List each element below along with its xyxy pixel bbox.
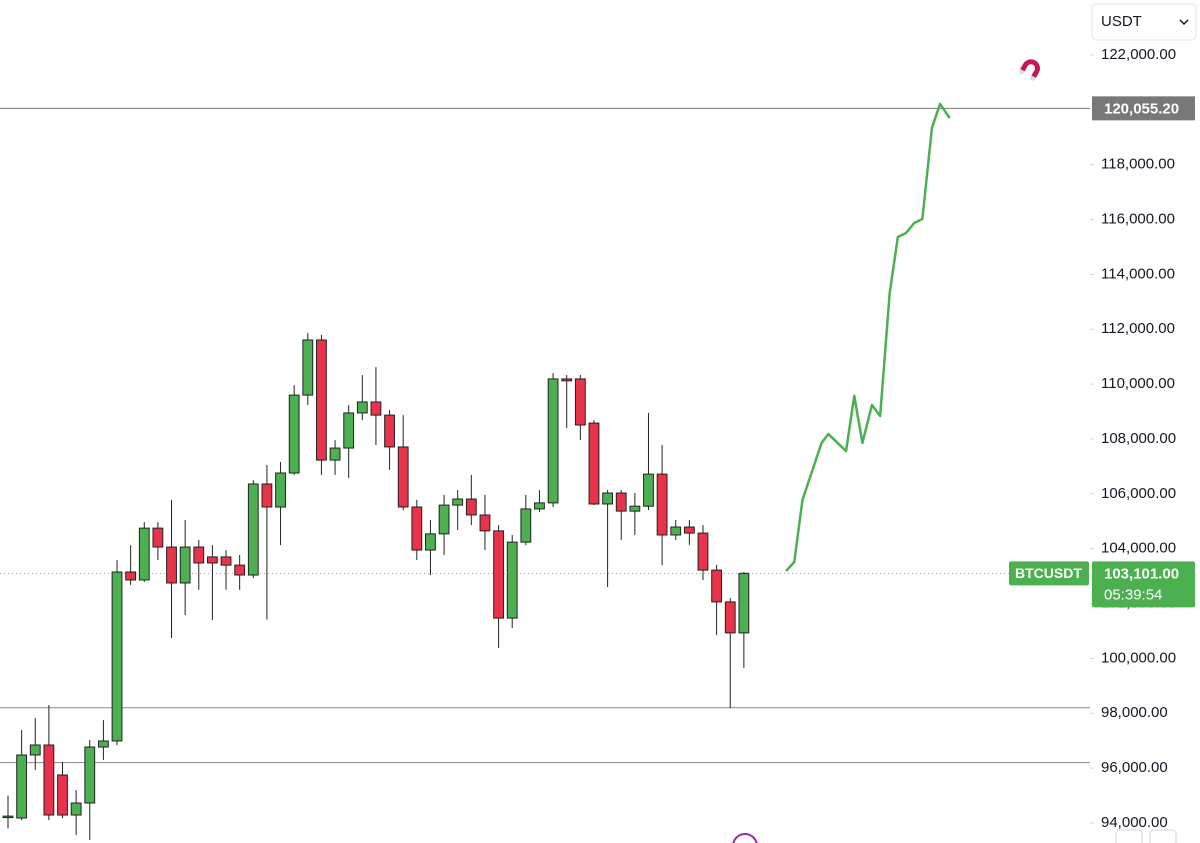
- y-tick-label: 116,000.00: [1101, 211, 1175, 228]
- candle-body: [561, 378, 573, 382]
- candle-body: [356, 401, 368, 414]
- candle-body: [493, 530, 504, 619]
- candle-body: [465, 498, 477, 516]
- currency-select-box[interactable]: [1091, 3, 1197, 41]
- candle-body: [193, 546, 205, 564]
- candle-body: [506, 541, 518, 619]
- candle-body: [520, 508, 532, 543]
- y-tick-label: 110,000.00: [1101, 375, 1175, 392]
- candle-body: [697, 532, 709, 571]
- price-line-box: [1092, 96, 1195, 121]
- axis-button[interactable]: [1149, 829, 1177, 843]
- candle-body: [16, 754, 28, 819]
- candle-body: [629, 505, 641, 512]
- candle-body: [234, 564, 246, 576]
- symbol-label: BTCUSDT: [1015, 565, 1082, 581]
- candle-body: [534, 502, 545, 510]
- candle-body: [602, 492, 614, 505]
- currency-label[interactable]: USDT: [1101, 13, 1142, 30]
- candle-body: [588, 422, 600, 505]
- candle-body: [2, 815, 14, 819]
- candle-body: [302, 339, 314, 396]
- symbol-box: [1009, 561, 1089, 586]
- y-tick-label: 114,000.00: [1101, 265, 1175, 282]
- candle-body: [411, 506, 423, 551]
- y-tick-label: 100,000.00: [1101, 649, 1176, 666]
- magnet-tip[interactable]: [1029, 75, 1036, 82]
- candle-body: [166, 546, 177, 584]
- candle-body: [384, 414, 395, 448]
- candle-body: [261, 483, 273, 508]
- candle-body: [57, 774, 68, 816]
- y-tick-label: 106,000.00: [1101, 485, 1176, 502]
- candle-body: [275, 472, 286, 508]
- candle-body: [397, 446, 409, 508]
- candle-body: [547, 378, 559, 504]
- plot-area: [0, 102, 1090, 840]
- last-price-label: 103,101.00: [1104, 565, 1179, 582]
- candle-body: [125, 571, 137, 581]
- y-tick-label: 98,000.00: [1101, 704, 1168, 721]
- candle-body: [70, 802, 82, 816]
- axis-button[interactable]: [1115, 829, 1143, 843]
- candle-body: [738, 572, 750, 634]
- last-price-box: [1092, 561, 1195, 608]
- candle-body: [425, 533, 436, 551]
- candle-body: [656, 473, 668, 536]
- candle-body: [615, 492, 627, 512]
- candle-body: [111, 571, 123, 742]
- y-tick-label: 104,000.00: [1101, 540, 1176, 557]
- dropdown-arrow[interactable]: [1179, 19, 1189, 26]
- candle-body: [316, 339, 327, 461]
- candle-body: [343, 412, 355, 449]
- magnet-tip[interactable]: [1018, 68, 1025, 75]
- y-tick-label: 94,000.00: [1101, 814, 1168, 831]
- candle-body: [29, 744, 41, 756]
- candle-body: [138, 527, 150, 581]
- y-tick-label: 118,000.00: [1101, 156, 1175, 173]
- candle-body: [370, 401, 382, 416]
- candle-body: [452, 498, 464, 506]
- candle-body: [179, 546, 191, 584]
- candle-body: [574, 378, 586, 426]
- y-tick-label: 122,000.00: [1101, 46, 1176, 63]
- y-tick-label: 108,000.00: [1101, 430, 1176, 447]
- candle-body: [683, 526, 695, 534]
- y-tick-label: 96,000.00: [1101, 759, 1168, 776]
- candle-body: [84, 746, 96, 804]
- candle-body: [438, 504, 450, 535]
- candle-body: [479, 514, 491, 532]
- price-line-label: 120,055.20: [1104, 100, 1179, 117]
- magnet-body[interactable]: [1020, 56, 1043, 78]
- candle-body: [711, 569, 723, 603]
- candle-body: [207, 556, 218, 564]
- candle-body: [329, 447, 341, 461]
- y-tick-label: 112,000.00: [1101, 320, 1175, 337]
- currency-select[interactable]: USDT: [1091, 3, 1197, 41]
- price-axis: 94,000.0096,000.0098,000.00100,000.00102…: [1009, 46, 1195, 831]
- candle-body: [152, 527, 164, 548]
- projection-line: [785, 102, 951, 572]
- candle-body: [97, 740, 109, 748]
- countdown-label: 05:39:54: [1104, 586, 1162, 603]
- magnet-icon[interactable]: [1018, 56, 1043, 82]
- candle-body: [247, 483, 259, 576]
- candle-body: [724, 601, 736, 634]
- candle-body: [670, 526, 682, 536]
- event-marker[interactable]: [732, 833, 758, 843]
- candle-body: [220, 556, 232, 566]
- candle-body: [43, 744, 55, 816]
- candle-body: [288, 394, 300, 474]
- candle-body: [643, 473, 654, 507]
